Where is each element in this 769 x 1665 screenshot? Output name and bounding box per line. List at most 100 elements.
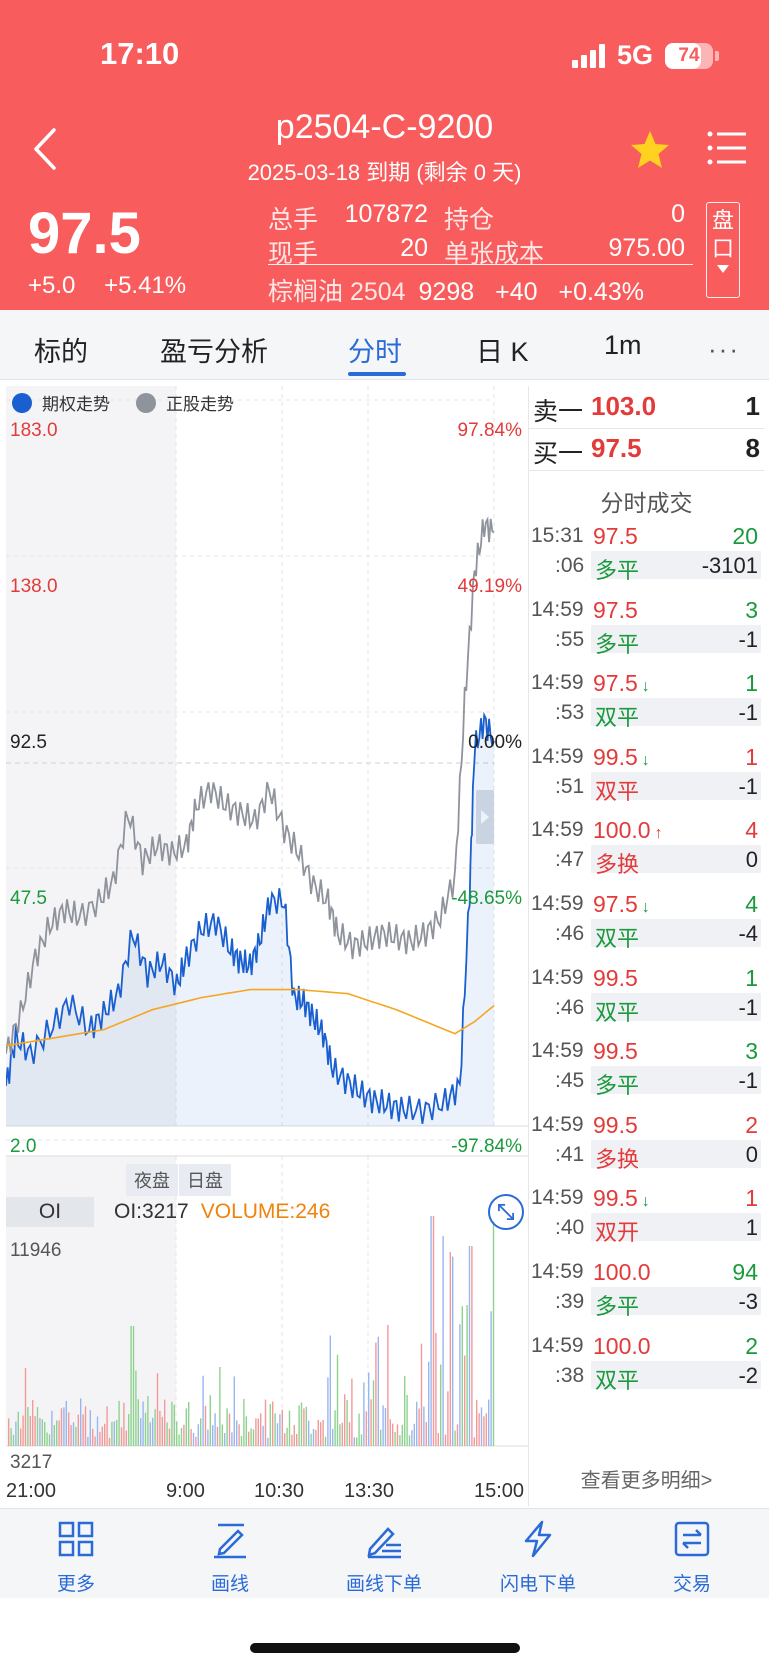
volume-bar	[20, 1428, 22, 1446]
y-right-label: -97.84%	[451, 1136, 522, 1157]
session-night[interactable]: 夜盘	[126, 1164, 179, 1196]
volume-bar	[46, 1432, 48, 1446]
more-details-link[interactable]: 查看更多明细>	[580, 1470, 713, 1492]
volume-bar	[219, 1366, 221, 1446]
trade-price: 99.5	[593, 1038, 638, 1065]
volume-bar	[488, 1399, 490, 1446]
tool-draw-order-button[interactable]: 画线下单	[324, 1509, 444, 1599]
bid-row[interactable]: 买一 97.5 8	[529, 428, 764, 468]
volume-bar	[92, 1428, 94, 1446]
volume-bar	[440, 1364, 442, 1446]
volume-bar	[200, 1418, 202, 1446]
volume-bar	[248, 1431, 250, 1446]
menu-list-icon[interactable]	[706, 130, 748, 166]
volume-bar	[209, 1395, 211, 1446]
position-label: 持仓	[444, 206, 495, 234]
volume-bar	[368, 1372, 370, 1446]
expand-icon[interactable]	[488, 1194, 524, 1230]
volume-bar	[183, 1424, 185, 1446]
trade-price: 97.5	[593, 523, 638, 549]
trade-price: 99.5	[593, 964, 638, 991]
trade-volume: 3	[745, 596, 758, 623]
trade-row: 14:59:51 99.5 ↓ 1 双平 -1	[529, 744, 764, 805]
tool-draw-line-button[interactable]: 画线	[170, 1509, 290, 1599]
volume-max-label: 11946	[10, 1240, 62, 1261]
trade-seconds: :53	[555, 701, 585, 725]
total-lots-label: 总手	[268, 206, 319, 234]
tool-trade-button[interactable]: 交易	[632, 1509, 752, 1599]
trade-time: 14:59	[531, 671, 584, 695]
trade-type: 双平	[595, 999, 640, 1025]
volume-bar	[332, 1428, 334, 1446]
trade-oi-change: -4	[738, 921, 758, 946]
tab-pnl-analysis[interactable]: 盈亏分析	[160, 337, 268, 367]
quote-stats: 总手 107872 持仓 0 现手 20 单张成本 975.00	[268, 200, 693, 268]
bid-price: 97.5	[591, 433, 642, 463]
total-lots-value: 107872	[344, 200, 428, 228]
trade-row: 14:59:46 99.5 1 双平 -1	[529, 964, 764, 1026]
active-tab-indicator	[348, 372, 406, 376]
volume-bar	[159, 1410, 161, 1446]
volume-bar	[356, 1437, 358, 1446]
y-left-label: 47.5	[10, 888, 47, 909]
volume-bar	[288, 1410, 291, 1446]
tab-intraday[interactable]: 分时	[348, 337, 402, 367]
pankou-button[interactable]: 盘口	[706, 202, 740, 298]
volume-bar	[305, 1406, 307, 1446]
position-value: 0	[671, 200, 685, 228]
trade-price: 99.5	[593, 1111, 638, 1138]
underlying-quote[interactable]: 棕榈油 2504 9298 +40 +0.43%	[268, 272, 644, 308]
trade-time: 14:59	[531, 1112, 584, 1136]
volume-bar	[32, 1399, 34, 1446]
tab-1m[interactable]: 1m	[604, 330, 642, 360]
volume-bar	[459, 1324, 461, 1446]
volume-bar	[70, 1425, 72, 1446]
option-area-fill	[6, 715, 494, 1126]
x-axis-label: 13:30	[344, 1480, 395, 1502]
intraday-chart[interactable]: 期权走势 正股走势 183.0 138.0 92.5 47.5 2.0 97.8…	[6, 386, 528, 1506]
trade-oi-change: 0	[745, 1141, 758, 1167]
current-lots-value: 20	[400, 234, 428, 262]
trade-row: 14:59:38 100.0 2 双平 -2	[529, 1333, 764, 1394]
oi-tab[interactable]: OI	[6, 1197, 94, 1227]
volume-bar	[274, 1413, 276, 1446]
volume-bar	[300, 1402, 303, 1446]
y-right-label: 97.84%	[457, 420, 522, 441]
trade-time: 15:31	[531, 524, 584, 547]
volume-bar	[236, 1420, 238, 1446]
trade-volume: 1	[745, 670, 758, 697]
trade-row: 14:59:47 100.0 ↑ 4 多换 0	[529, 817, 764, 878]
volume-bar	[303, 1408, 305, 1446]
trade-time: 14:59	[531, 1186, 584, 1210]
trade-type: 双平	[595, 1367, 640, 1393]
volume-bar	[284, 1433, 286, 1446]
volume-bar	[473, 1437, 475, 1446]
volume-bar	[286, 1427, 288, 1446]
favorite-star-icon[interactable]	[628, 128, 672, 172]
volume-bar	[24, 1368, 27, 1446]
volume-bar	[308, 1420, 310, 1446]
tool-more-button[interactable]: 更多	[16, 1509, 136, 1599]
volume-bar	[370, 1399, 372, 1446]
volume-bar	[267, 1437, 269, 1446]
ask-row[interactable]: 卖一 103.0 1	[529, 386, 764, 426]
volume-bar	[272, 1401, 274, 1446]
volume-bar	[452, 1256, 454, 1446]
home-indicator[interactable]	[250, 1643, 520, 1653]
chart-canvas[interactable]	[6, 386, 528, 1506]
trade-oi-change: -1	[738, 700, 758, 726]
chart-legend: 期权走势 正股走势	[12, 390, 260, 415]
volume-bar	[435, 1332, 437, 1446]
volume-bar	[312, 1429, 315, 1446]
more-tabs-icon[interactable]: ···	[708, 334, 740, 364]
tab-underlying[interactable]: 标的	[34, 337, 88, 367]
tool-lightning-order-button[interactable]: 闪电下单	[478, 1509, 598, 1599]
trade-seconds: :41	[555, 1142, 585, 1166]
tab-daily-k[interactable]: 日 K	[476, 337, 529, 367]
lightning-icon	[524, 1520, 552, 1558]
trade-seconds: :51	[555, 774, 585, 798]
session-day[interactable]: 日盘	[179, 1164, 232, 1196]
volume-bar	[56, 1420, 58, 1446]
unit-cost-label: 单张成本	[444, 240, 545, 268]
back-icon[interactable]	[26, 124, 66, 174]
